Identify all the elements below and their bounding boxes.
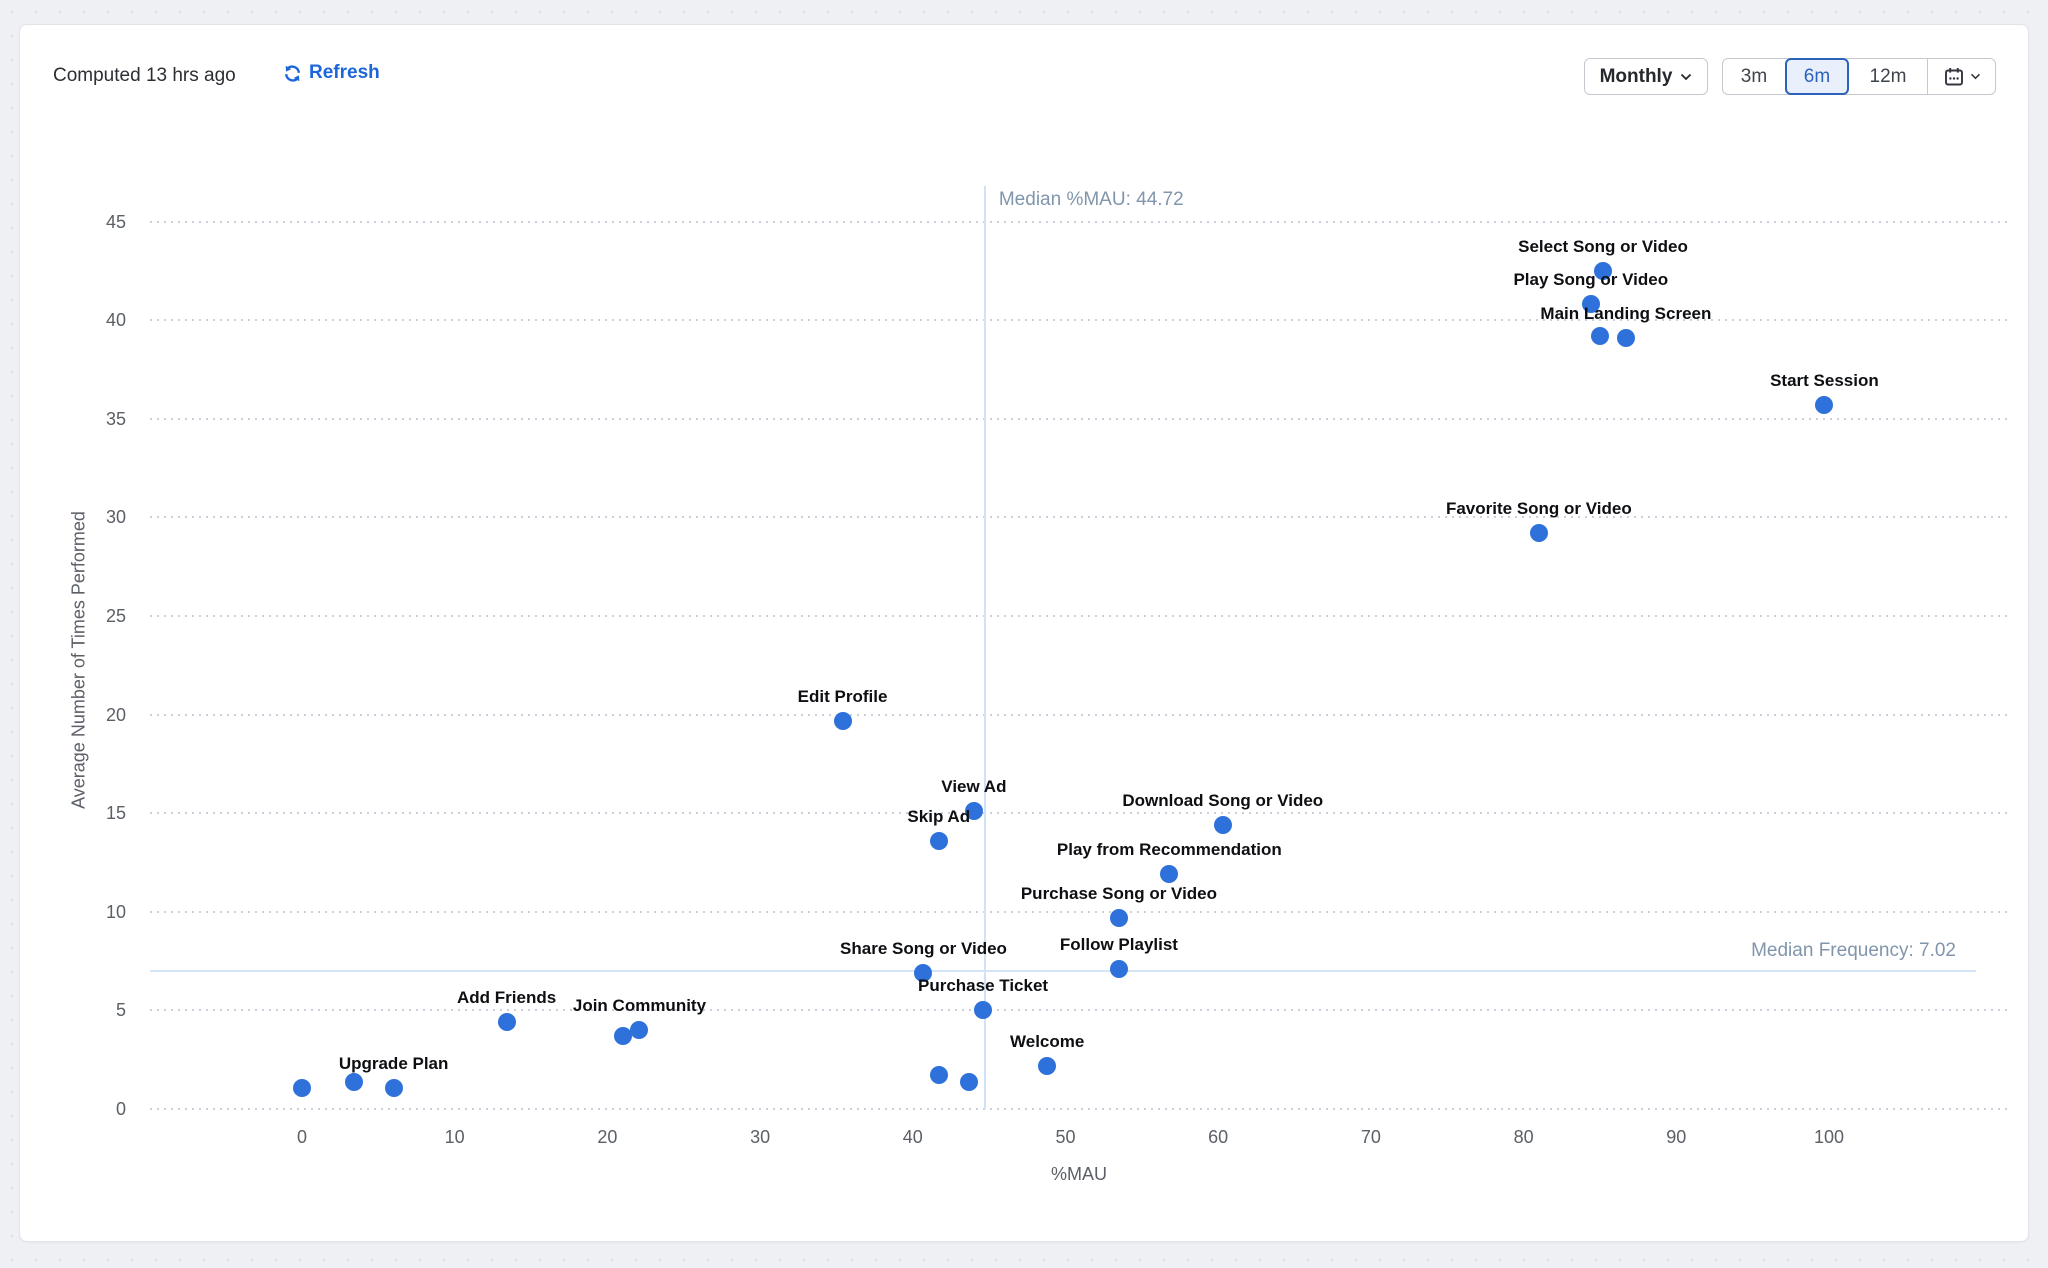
point-unlabeled-18[interactable] bbox=[613, 1027, 632, 1046]
point-share-song-or-video[interactable] bbox=[914, 963, 933, 982]
interval-value: Monthly bbox=[1599, 65, 1673, 87]
point-unlabeled-20[interactable] bbox=[960, 1073, 979, 1092]
point-favorite-song-or-video[interactable] bbox=[1529, 524, 1548, 543]
chevron-down-icon bbox=[1680, 73, 1692, 81]
point-start-session[interactable] bbox=[1815, 395, 1834, 414]
refresh-icon bbox=[282, 63, 303, 84]
point-unlabeled-2[interactable] bbox=[1590, 326, 1609, 345]
calendar-icon bbox=[1943, 66, 1965, 88]
point-add-friends[interactable] bbox=[497, 1013, 516, 1032]
point-play-song-or-video[interactable] bbox=[1581, 295, 1600, 314]
chevron-down-icon bbox=[1970, 73, 1981, 80]
point-unlabeled-19[interactable] bbox=[929, 1066, 948, 1085]
refresh-button[interactable]: Refresh bbox=[282, 62, 380, 84]
point-edit-profile[interactable] bbox=[833, 711, 852, 730]
point-download-song-or-video[interactable] bbox=[1213, 816, 1232, 835]
point-welcome[interactable] bbox=[1038, 1056, 1057, 1075]
chart-card: Computed 13 hrs ago Refresh Monthly 3m 6m… bbox=[19, 24, 2029, 1242]
point-purchase-song-or-video[interactable] bbox=[1109, 908, 1128, 927]
point-select-song-or-video[interactable] bbox=[1594, 261, 1612, 280]
refresh-label: Refresh bbox=[309, 62, 380, 83]
point-play-from-recommendation[interactable] bbox=[1160, 865, 1179, 884]
point-unlabeled-22[interactable] bbox=[344, 1073, 363, 1092]
range-selector: 3m 6m 12m bbox=[1722, 58, 1996, 95]
range-button-12m[interactable]: 12m bbox=[1849, 59, 1927, 94]
point-main-landing-screen[interactable] bbox=[1616, 328, 1635, 347]
range-button-6m[interactable]: 6m bbox=[1785, 58, 1849, 95]
interval-dropdown[interactable]: Monthly bbox=[1584, 58, 1708, 95]
computed-timestamp: Computed 13 hrs ago bbox=[53, 65, 236, 86]
point-skip-ad[interactable] bbox=[929, 831, 948, 850]
point-follow-playlist[interactable] bbox=[1109, 959, 1128, 978]
date-picker-button[interactable] bbox=[1927, 59, 1995, 94]
point-purchase-ticket[interactable] bbox=[974, 1001, 993, 1020]
point-join-community[interactable] bbox=[630, 1021, 649, 1040]
point-upgrade-plan[interactable] bbox=[384, 1079, 403, 1098]
point-unlabeled-23[interactable] bbox=[293, 1079, 311, 1098]
point-view-ad[interactable] bbox=[964, 802, 983, 821]
range-button-3m[interactable]: 3m bbox=[1723, 59, 1785, 94]
